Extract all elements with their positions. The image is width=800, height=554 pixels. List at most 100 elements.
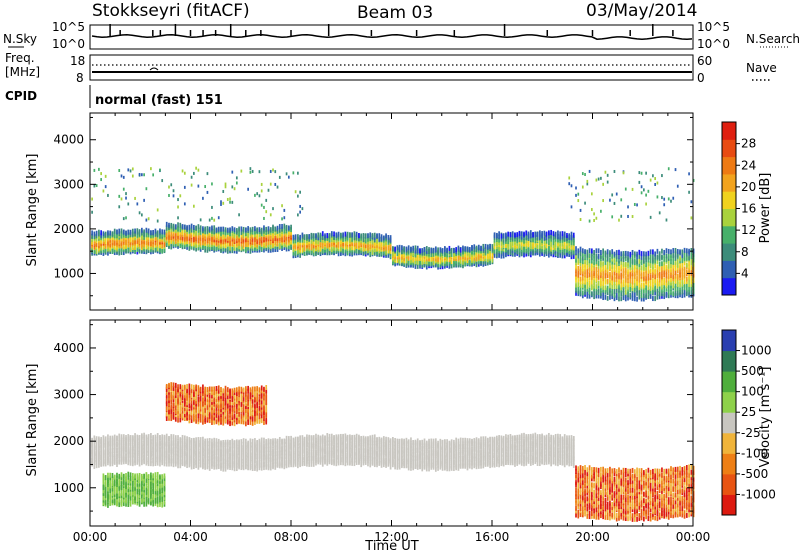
velocity-cell <box>138 456 141 462</box>
power-cell <box>423 250 426 256</box>
power-cell <box>500 245 503 251</box>
power-cell <box>654 251 657 257</box>
power-cell <box>584 265 586 271</box>
power-cell <box>324 233 326 239</box>
power-cell <box>159 247 161 253</box>
power-cell <box>602 253 604 259</box>
power-cell <box>416 263 419 269</box>
power-cell <box>554 251 557 257</box>
velocity-cell <box>150 479 152 485</box>
power-cell <box>306 250 308 256</box>
power-cell <box>676 252 679 258</box>
station-title: Stokkseyri (fitACF) <box>92 1 250 21</box>
power-cell <box>652 257 654 263</box>
velocity-cell <box>168 393 170 399</box>
power-cell <box>683 283 686 289</box>
power-cell <box>627 251 629 257</box>
power-cell <box>588 293 591 299</box>
power-cell <box>407 248 410 254</box>
velocity-cell <box>107 472 109 478</box>
velocity-cell <box>109 486 112 492</box>
power-cell <box>679 289 681 295</box>
velocity-cell <box>129 484 132 490</box>
power-cell <box>213 244 216 250</box>
power-cell <box>604 294 607 300</box>
velocity-cell <box>170 461 173 467</box>
power-cell <box>609 264 611 270</box>
power-cell <box>647 268 650 274</box>
power-cell <box>93 234 96 240</box>
power-cell <box>615 273 618 279</box>
power-cell <box>211 182 213 186</box>
power-cell <box>681 293 684 299</box>
colorbar-tick-label: 8 <box>741 245 749 259</box>
velocity-cell <box>107 456 109 462</box>
colorbar-swatch <box>722 173 736 192</box>
velocity-cell <box>141 486 143 492</box>
power-cell <box>602 255 604 261</box>
power-cell <box>640 292 643 298</box>
velocity-cell <box>98 436 100 442</box>
power-cell <box>419 258 421 264</box>
power-cell <box>95 184 98 188</box>
velocity-cell <box>102 453 105 459</box>
power-cell <box>661 284 663 290</box>
power-cell <box>652 174 654 178</box>
velocity-cell <box>141 484 143 490</box>
velocity-cell <box>165 433 168 439</box>
velocity-cell <box>127 452 130 458</box>
power-cell <box>624 284 627 290</box>
velocity-cell <box>104 446 107 452</box>
velocity-cell <box>161 488 164 494</box>
velocity-cell <box>156 478 159 484</box>
power-cell <box>613 266 616 272</box>
power-cell <box>624 256 627 262</box>
power-cell <box>622 254 625 260</box>
velocity-cell <box>122 452 125 458</box>
power-cell <box>256 192 259 196</box>
velocity-cell <box>100 461 103 467</box>
power-cell <box>213 237 216 243</box>
velocity-cell <box>113 474 116 480</box>
power-cell <box>586 252 589 258</box>
power-cell <box>624 187 627 191</box>
power-cell <box>414 245 417 251</box>
velocity-cell <box>143 484 145 490</box>
power-cell <box>584 275 586 281</box>
power-cell <box>631 295 634 301</box>
power-cell <box>622 251 625 257</box>
power-cell <box>579 261 582 267</box>
power-cell <box>579 255 582 261</box>
power-cell <box>330 245 333 251</box>
power-cell <box>165 224 168 230</box>
power-cell <box>536 247 539 253</box>
power-cell <box>446 259 448 265</box>
power-cell <box>527 245 530 251</box>
power-cell <box>622 273 625 279</box>
power-cell <box>543 251 546 257</box>
power-cell <box>208 233 211 239</box>
power-cell <box>545 238 548 244</box>
power-cell <box>220 200 222 204</box>
power-cell <box>624 262 627 268</box>
velocity-cell <box>159 495 161 501</box>
velocity-cell <box>134 443 136 449</box>
power-cell <box>663 287 666 293</box>
power-cell <box>321 246 324 252</box>
power-cell <box>285 172 288 176</box>
power-cell <box>658 287 661 293</box>
velocity-cell <box>129 447 132 453</box>
power-cell <box>355 231 358 237</box>
power-cell <box>600 267 602 273</box>
power-cell <box>344 231 347 237</box>
power-cell <box>579 286 582 292</box>
power-cell <box>661 270 663 276</box>
power-cell <box>663 256 666 262</box>
power-cell <box>688 267 690 273</box>
power-cell <box>156 208 159 212</box>
power-cell <box>658 277 661 283</box>
power-cell <box>129 169 132 173</box>
power-cell <box>584 173 586 177</box>
power-cell <box>489 252 491 258</box>
power-cell <box>131 174 134 178</box>
